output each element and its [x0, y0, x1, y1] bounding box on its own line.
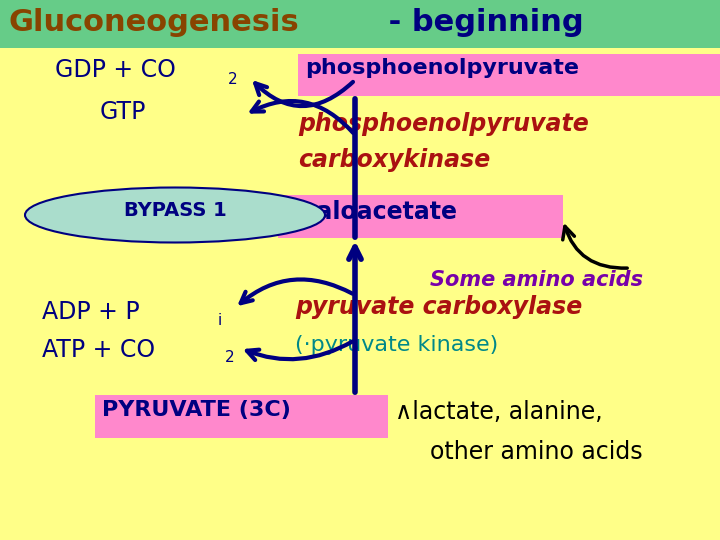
Text: GDP + CO: GDP + CO [55, 58, 176, 82]
FancyBboxPatch shape [278, 195, 563, 238]
Text: ∧lactate, alanine,: ∧lactate, alanine, [395, 400, 603, 424]
Ellipse shape [25, 187, 325, 242]
Text: ADP + P: ADP + P [42, 300, 140, 324]
Text: BYPASS 1: BYPASS 1 [124, 200, 226, 219]
Text: - beginning: - beginning [378, 8, 584, 37]
Text: 2: 2 [228, 72, 238, 87]
Text: oxaloacetate: oxaloacetate [285, 200, 457, 224]
Text: ATP + CO: ATP + CO [42, 338, 155, 362]
Text: Some amino acids: Some amino acids [430, 270, 643, 290]
Text: (·pyruvate kinase): (·pyruvate kinase) [295, 335, 498, 355]
FancyBboxPatch shape [0, 0, 720, 48]
FancyBboxPatch shape [95, 395, 388, 438]
Text: i: i [218, 313, 222, 328]
Text: GTP: GTP [100, 100, 146, 124]
Text: Gluconeogenesis: Gluconeogenesis [8, 8, 299, 37]
FancyBboxPatch shape [298, 54, 720, 96]
Text: phosphoenolpyruvate: phosphoenolpyruvate [298, 112, 589, 136]
Text: carboxykinase: carboxykinase [298, 148, 490, 172]
Text: phosphoenolpyruvate: phosphoenolpyruvate [305, 58, 579, 78]
Text: other amino acids: other amino acids [430, 440, 643, 464]
Text: 2: 2 [225, 350, 235, 365]
Text: PYRUVATE (3C): PYRUVATE (3C) [102, 400, 291, 420]
Text: pyruvate carboxylase: pyruvate carboxylase [295, 295, 582, 319]
